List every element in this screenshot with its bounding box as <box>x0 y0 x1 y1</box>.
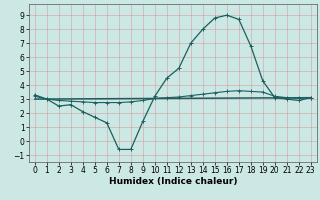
X-axis label: Humidex (Indice chaleur): Humidex (Indice chaleur) <box>108 177 237 186</box>
